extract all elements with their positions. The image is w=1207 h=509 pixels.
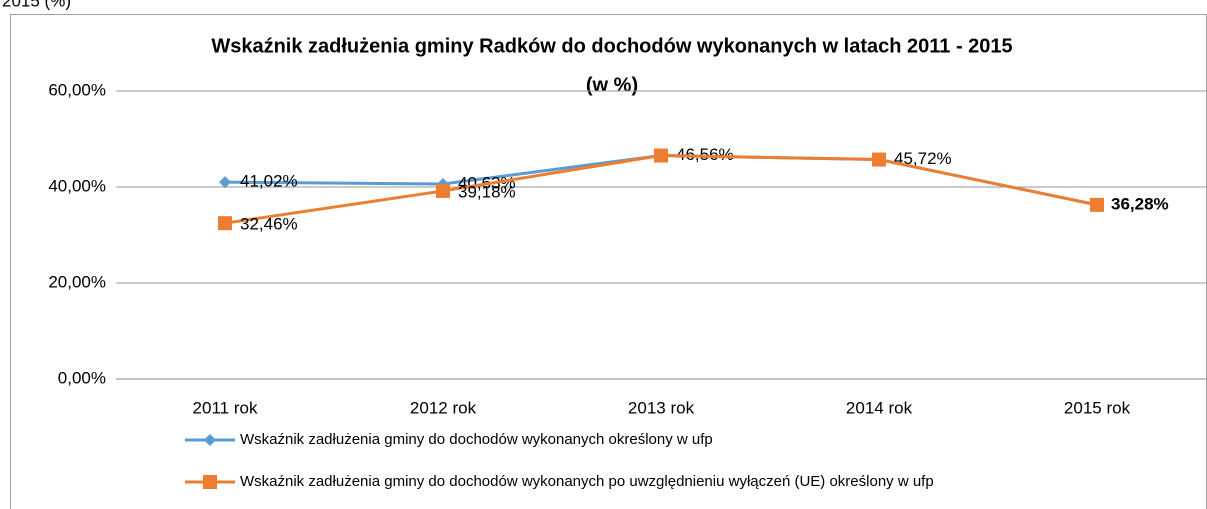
y-tick-label: 0,00% xyxy=(58,368,106,387)
legend-label: Wskaźnik zadłużenia gminy do dochodów wy… xyxy=(240,473,934,490)
data-point xyxy=(219,176,231,189)
x-tick-label: 2015 rok xyxy=(1064,398,1131,417)
data-point xyxy=(218,216,232,231)
data-point xyxy=(1090,197,1104,212)
legend-label: Wskaźnik zadłużenia gminy do dochodów wy… xyxy=(240,431,713,448)
data-point xyxy=(872,152,886,167)
data-label: 39,18% xyxy=(458,182,516,201)
chart-title: Wskaźnik zadłużenia gminy Radków do doch… xyxy=(211,35,1012,57)
data-point xyxy=(654,148,668,163)
series-line xyxy=(224,154,1098,207)
x-tick-label: 2013 rok xyxy=(628,398,695,417)
data-point xyxy=(436,183,450,198)
legend-marker xyxy=(203,475,217,489)
page-fragment: 2015 (%) xyxy=(2,0,71,10)
data-label: 46,56% xyxy=(676,145,734,164)
data-label: 36,28% xyxy=(1111,194,1169,213)
x-tick-label: 2011 rok xyxy=(193,398,258,417)
y-tick-label: 40,00% xyxy=(48,176,106,195)
x-tick-label: 2012 rok xyxy=(410,398,477,417)
y-tick-label: 60,00% xyxy=(48,80,106,99)
x-tick-label: 2014 rok xyxy=(846,398,913,417)
series-line xyxy=(224,154,1098,225)
data-label: 32,46% xyxy=(240,215,298,234)
legend-marker xyxy=(204,434,216,446)
y-tick-label: 20,00% xyxy=(48,272,106,291)
data-label: 45,72% xyxy=(894,149,952,168)
chart-subtitle: (w %) xyxy=(586,74,638,96)
data-label: 41,02% xyxy=(240,172,298,191)
